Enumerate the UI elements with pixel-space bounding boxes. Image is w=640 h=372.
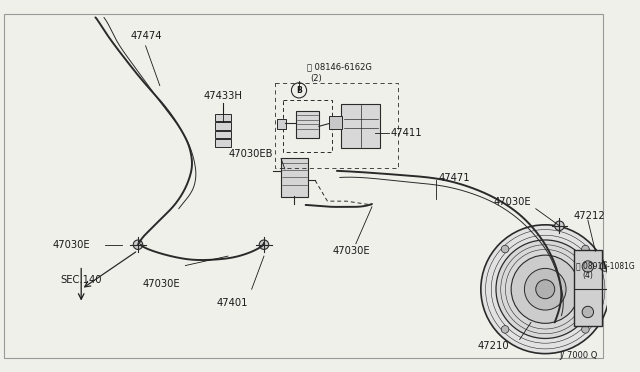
Circle shape xyxy=(496,240,595,339)
Text: 47030E: 47030E xyxy=(143,279,180,289)
Text: 47401: 47401 xyxy=(217,298,248,308)
Text: SEC.140: SEC.140 xyxy=(60,275,102,285)
Text: 47212: 47212 xyxy=(573,211,605,221)
FancyBboxPatch shape xyxy=(215,122,231,130)
FancyBboxPatch shape xyxy=(215,131,231,138)
Circle shape xyxy=(555,221,564,231)
Text: 47474: 47474 xyxy=(131,31,163,41)
Circle shape xyxy=(501,245,509,253)
Circle shape xyxy=(582,261,593,272)
Text: (4): (4) xyxy=(582,270,593,279)
Text: Ⓑ 08146-6162G: Ⓑ 08146-6162G xyxy=(307,62,371,71)
Text: 47433H: 47433H xyxy=(204,91,243,101)
FancyBboxPatch shape xyxy=(215,113,231,121)
Circle shape xyxy=(501,326,509,333)
Text: 47210: 47210 xyxy=(477,341,509,351)
FancyBboxPatch shape xyxy=(573,250,602,326)
Text: J/ 7000 Q: J/ 7000 Q xyxy=(559,351,598,360)
Text: 47030E: 47030E xyxy=(52,240,90,250)
FancyBboxPatch shape xyxy=(280,158,308,197)
Circle shape xyxy=(481,225,610,354)
Text: 47030E: 47030E xyxy=(493,197,531,207)
Text: 47030E: 47030E xyxy=(332,246,370,256)
FancyBboxPatch shape xyxy=(296,111,319,138)
Text: 47471: 47471 xyxy=(438,173,470,183)
Circle shape xyxy=(511,255,579,323)
Text: B: B xyxy=(296,86,302,95)
Text: (2): (2) xyxy=(310,74,322,83)
Circle shape xyxy=(582,326,589,333)
Circle shape xyxy=(524,268,566,310)
Circle shape xyxy=(536,280,555,299)
FancyBboxPatch shape xyxy=(215,139,231,147)
Text: 47411: 47411 xyxy=(391,128,422,138)
Circle shape xyxy=(582,306,593,318)
FancyBboxPatch shape xyxy=(341,104,380,148)
FancyBboxPatch shape xyxy=(277,119,286,128)
Circle shape xyxy=(582,245,589,253)
Circle shape xyxy=(259,240,269,250)
Text: Ⓝ 08911-1081G: Ⓝ 08911-1081G xyxy=(577,261,636,270)
FancyBboxPatch shape xyxy=(329,116,342,129)
Text: N: N xyxy=(603,264,607,269)
Text: 47030EB: 47030EB xyxy=(229,149,273,159)
Circle shape xyxy=(133,240,143,250)
